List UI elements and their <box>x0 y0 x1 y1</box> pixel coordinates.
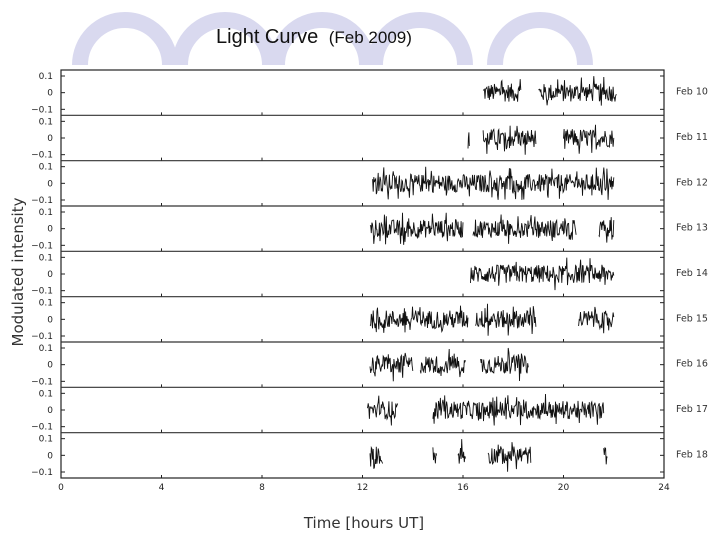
x-tick-label: 0 <box>58 483 64 493</box>
light-curve-trace <box>475 303 537 336</box>
light-curve-trace <box>419 348 466 378</box>
panel-date-label: Feb 13 <box>676 223 708 234</box>
x-tick-label: 4 <box>159 483 165 493</box>
light-curve-trace <box>369 352 414 382</box>
light-curve-panel: 0.1 0 −0.1 Feb 17 <box>31 386 708 433</box>
light-curve-trace <box>598 217 615 243</box>
light-curve-trace <box>369 445 384 469</box>
light-curve-panel: 0.1 0 −0.1 Feb 14 <box>31 250 708 297</box>
y-tick-label: 0.1 <box>39 72 53 82</box>
panel-date-label: Feb 14 <box>676 268 708 279</box>
y-tick-label: 0 <box>47 315 53 325</box>
y-tick-label: −0.1 <box>31 151 53 161</box>
y-tick-label: 0.1 <box>39 299 53 309</box>
panel-date-label: Feb 11 <box>676 132 708 143</box>
header-arc-decoration <box>72 12 178 66</box>
light-curve-trace <box>603 447 608 465</box>
y-tick-label: −0.1 <box>31 105 53 115</box>
y-tick-label: −0.1 <box>31 423 53 433</box>
slide-header-decoration <box>72 12 593 66</box>
header-arc-decoration <box>269 12 375 66</box>
light-curve-trace <box>467 132 470 149</box>
y-tick-label: 0 <box>47 270 53 280</box>
x-tick-label: 12 <box>357 483 368 493</box>
light-curve-panel: 0.1 0 −0.1 Feb 15 <box>31 296 708 342</box>
x-tick-label: 16 <box>457 483 469 493</box>
y-tick-label: 0 <box>47 406 53 416</box>
y-tick-label: −0.1 <box>31 377 53 387</box>
light-curve-trace <box>480 347 529 382</box>
light-curve-trace <box>538 76 617 106</box>
y-tick-label: 0.1 <box>39 163 53 173</box>
light-curve-panel: 0.1 0 −0.1 Feb 11 <box>31 114 708 161</box>
light-curve-trace <box>470 257 615 291</box>
light-curve-trace <box>369 305 469 333</box>
y-tick-label: 0.1 <box>39 344 53 354</box>
light-curve-trace <box>457 439 466 464</box>
light-curve-trace <box>372 166 615 200</box>
y-tick-label: 0 <box>47 134 53 144</box>
panel-date-label: Feb 18 <box>676 449 708 460</box>
x-tick-label: 8 <box>259 483 265 493</box>
y-tick-label: −0.1 <box>31 287 53 297</box>
y-tick-label: 0.1 <box>39 208 53 218</box>
light-curve-panel: 0.1 0 −0.1 Feb 10 <box>31 72 708 116</box>
panel-date-label: Feb 10 <box>676 87 708 98</box>
header-arc-decoration <box>172 12 278 66</box>
light-curve-trace <box>578 306 615 334</box>
chart-title-main: Light Curve <box>216 26 318 48</box>
light-curve-trace <box>369 212 464 245</box>
light-curve-panel: 0.1 0 −0.1 Feb 16 <box>31 341 708 388</box>
x-tick-label: 24 <box>658 483 670 493</box>
header-arc-decoration <box>367 12 473 66</box>
y-tick-label: 0.1 <box>39 389 53 399</box>
light-curve-trace <box>432 393 605 426</box>
chart-title: Light Curve (Feb 2009) <box>216 26 412 48</box>
y-tick-label: 0 <box>47 451 53 461</box>
light-curve-trace <box>482 79 522 102</box>
y-tick-label: 0 <box>47 179 53 189</box>
panel-date-label: Feb 17 <box>676 404 708 415</box>
y-tick-label: −0.1 <box>31 332 53 342</box>
plot-frame <box>60 69 665 479</box>
light-curve-panel: 0.1 0 −0.1 Feb 13 <box>31 205 708 252</box>
y-tick-label: −0.1 <box>31 241 53 251</box>
light-curve-trace <box>472 214 577 244</box>
y-tick-label: 0.1 <box>39 435 53 445</box>
light-curve-trace <box>367 395 399 426</box>
light-curve-trace <box>482 125 537 155</box>
y-tick-label: 0.1 <box>39 117 53 127</box>
light-curve-trace <box>432 447 438 464</box>
y-axis-title: Modulated intensity <box>9 197 27 346</box>
y-tick-label: 0.1 <box>39 253 53 263</box>
y-tick-label: −0.1 <box>31 468 53 478</box>
header-arc-decoration <box>487 12 593 66</box>
y-tick-label: −0.1 <box>31 196 53 206</box>
plot-area: 0.1 0 −0.1 Feb 10 0.1 0 −0.1 Feb 11 0.1 0 −0.1 Feb … <box>31 69 708 493</box>
y-tick-label: 0 <box>47 89 53 99</box>
panel-date-label: Feb 16 <box>676 359 708 370</box>
chart-title-sub: (Feb 2009) <box>329 28 412 47</box>
light-curve-panel: 0.1 0 −0.1 Feb 12 <box>31 160 708 206</box>
light-curve-trace <box>563 124 615 154</box>
light-curve-panel: 0.1 0 −0.1 Feb 18 <box>31 432 708 478</box>
y-tick-label: 0 <box>47 225 53 235</box>
panel-date-label: Feb 12 <box>676 177 708 188</box>
x-tick-label: 20 <box>558 483 570 493</box>
x-axis-title: Time [hours UT] <box>303 514 424 532</box>
panel-date-label: Feb 15 <box>676 313 708 324</box>
y-tick-label: 0 <box>47 361 53 371</box>
light-curve-trace <box>487 442 532 472</box>
